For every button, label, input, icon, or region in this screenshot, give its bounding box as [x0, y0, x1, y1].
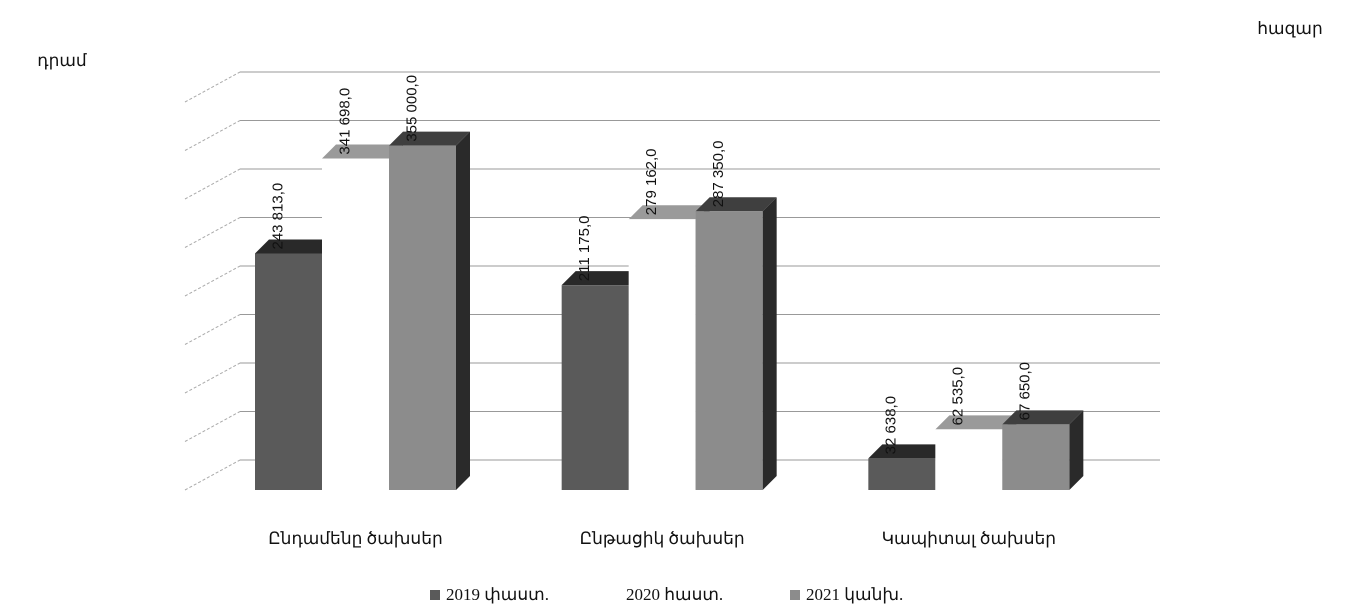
bar — [389, 145, 456, 490]
bar-top — [255, 239, 336, 254]
bar-side — [1069, 410, 1084, 490]
grid-line — [184, 265, 241, 297]
bar — [868, 458, 936, 490]
grid-line — [184, 168, 241, 200]
bar — [561, 285, 629, 490]
value-label: 341 698,0 — [336, 88, 353, 155]
x-tick-label: Ընդամենը ծախսեր — [268, 529, 443, 548]
value-label: 287 350,0 — [710, 141, 727, 208]
grid-line — [184, 217, 241, 248]
value-label: 32 638,0 — [883, 396, 900, 454]
value-label: 62 535,0 — [950, 367, 967, 425]
bar — [322, 158, 389, 491]
bar — [628, 219, 696, 490]
bar-top — [561, 271, 643, 286]
legend-swatch — [430, 590, 440, 600]
x-tick-label: Կապիտալ ծախսեր — [882, 529, 1056, 548]
legend-label: 2019 փաստ. — [446, 585, 549, 604]
value-label: 355 000,0 — [403, 75, 420, 142]
bar — [695, 211, 763, 490]
value-label: 67 650,0 — [1017, 362, 1034, 420]
legend-label: 2020 հաստ. — [626, 585, 723, 604]
grid-line — [184, 120, 241, 151]
bar-side — [762, 197, 777, 490]
bar-top — [628, 205, 710, 220]
unit-label: դրամ — [37, 51, 87, 70]
bar — [935, 429, 1003, 490]
legend-label: 2021 կանխ. — [806, 585, 903, 604]
bar-top — [868, 444, 950, 459]
bar-top — [389, 131, 470, 146]
grid-line — [184, 314, 241, 345]
bar-top — [695, 197, 777, 212]
bar-top — [935, 415, 1017, 430]
value-label: 243 813,0 — [269, 183, 286, 250]
bar — [255, 253, 322, 490]
value-label: 211 175,0 — [576, 216, 593, 282]
bar-top — [1002, 410, 1084, 425]
x-tick-label: Ընթացիկ ծախսեր — [580, 529, 745, 548]
unit-label: հազար — [1257, 19, 1322, 38]
value-label: 279 162,0 — [643, 148, 660, 215]
bar-side — [456, 131, 470, 490]
grid-line — [184, 459, 241, 491]
grid-line — [184, 411, 241, 442]
bar — [1002, 424, 1070, 490]
bar-top — [322, 144, 403, 159]
grid-line — [184, 362, 241, 394]
legend-swatch — [610, 590, 620, 600]
legend-swatch — [790, 590, 800, 600]
grid-line — [184, 71, 241, 103]
